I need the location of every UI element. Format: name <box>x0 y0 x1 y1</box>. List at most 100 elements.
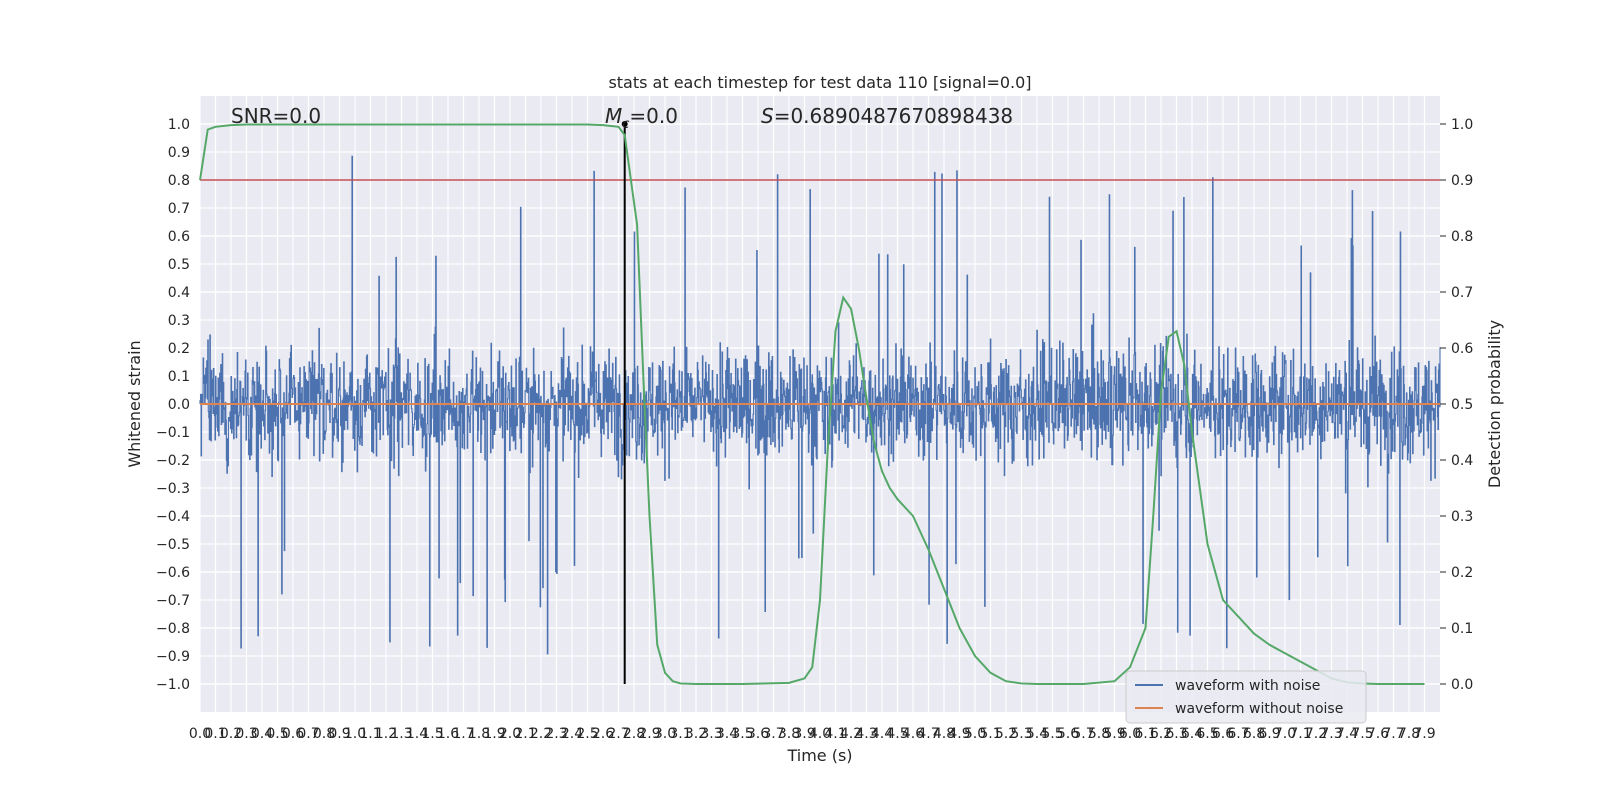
x-tick-label: 7.5 <box>1351 726 1373 742</box>
x-tick-label: 7.4 <box>1336 726 1358 742</box>
x-tick-label: 3.8 <box>778 726 800 742</box>
y-tick-label: −0.5 <box>156 537 190 553</box>
x-tick-label: 6.9 <box>1258 726 1280 742</box>
x-tick-label: 1.9 <box>483 726 505 742</box>
y-tick-label: 0.8 <box>168 173 190 189</box>
x-tick-label: 3.2 <box>685 726 707 742</box>
x-tick-label: 1.4 <box>406 726 428 742</box>
y-tick-label: 0.9 <box>168 145 190 161</box>
x-tick-label: 7.6 <box>1367 726 1389 742</box>
x-tick-label: 2.0 <box>499 726 521 742</box>
y-tick-label: 1.0 <box>168 117 190 133</box>
y-tick-label: −0.8 <box>156 621 190 637</box>
x-tick-label: 7.9 <box>1413 726 1435 742</box>
y-tick-label: 0.1 <box>168 369 190 385</box>
x-tick-label: 1.5 <box>421 726 443 742</box>
y-right-tick-label: 0.3 <box>1451 509 1473 525</box>
y-tick-labels: 1.0 0.9 0.8 0.7 0.6 0.5 0.4 0.3 0.2 0.1 0.0 −0.1 −0.… <box>156 117 190 693</box>
chart-title: stats at each timestep for test data 110… <box>608 73 1031 92</box>
x-tick-label: 0.2 <box>220 726 242 742</box>
x-tick-label: 4.4 <box>871 726 893 742</box>
x-tick-label: 0.7 <box>297 726 319 742</box>
x-tick-label: 6.7 <box>1227 726 1249 742</box>
x-tick-label: 6.2 <box>1150 726 1172 742</box>
x-tick-label: 1.7 <box>452 726 474 742</box>
marker-dot <box>621 121 628 127</box>
x-tick-label: 2.8 <box>623 726 645 742</box>
x-tick-label: 0.3 <box>235 726 257 742</box>
y-tick-label: −0.9 <box>156 649 190 665</box>
x-tick-label: 5.3 <box>1010 726 1032 742</box>
x-tick-label: 3.4 <box>716 726 738 742</box>
x-tick-label: 1.6 <box>437 726 459 742</box>
y-tick-label: 0.5 <box>168 257 190 273</box>
y-tick-label: −1.0 <box>156 677 190 693</box>
y-tick-label: −0.4 <box>156 509 190 525</box>
y-right-tick-label: 0.8 <box>1451 229 1473 245</box>
x-tick-label: 6.4 <box>1181 726 1203 742</box>
x-tick-label: 3.1 <box>669 726 691 742</box>
x-tick-label: 4.8 <box>933 726 955 742</box>
x-tick-label: 5.7 <box>1072 726 1094 742</box>
x-tick-label: 0.6 <box>282 726 304 742</box>
y-right-tick-label: 0.9 <box>1451 173 1473 189</box>
y-right-tick-label: 0.1 <box>1451 621 1473 637</box>
x-tick-label: 5.6 <box>1057 726 1079 742</box>
x-tick-label: 2.9 <box>638 726 660 742</box>
x-tick-label: 6.6 <box>1212 726 1234 742</box>
x-tick-label: 7.1 <box>1289 726 1311 742</box>
snr-annotation: SNR=0.0 <box>231 104 321 128</box>
x-tick-label: 6.0 <box>1119 726 1141 742</box>
x-tick-labels: 0.00.10.20.30.40.50.60.70.80.91.01.11.21… <box>189 726 1436 742</box>
x-tick-label: 1.8 <box>468 726 490 742</box>
x-tick-label: 5.1 <box>979 726 1001 742</box>
x-tick-label: 3.9 <box>793 726 815 742</box>
legend-box <box>1125 670 1367 724</box>
x-tick-label: 5.4 <box>1026 726 1048 742</box>
x-tick-label: 1.2 <box>375 726 397 742</box>
detection-probability-series <box>199 123 1425 685</box>
y-tick-label: −0.2 <box>156 453 190 469</box>
y-axis-label: Whitened strain <box>125 340 144 467</box>
waveform-with-noise-series <box>199 155 1441 655</box>
x-tick-label: 1.0 <box>344 726 366 742</box>
legend: waveform with noise waveform without noi… <box>1125 670 1367 724</box>
x-tick-label: 5.5 <box>1041 726 1063 742</box>
x-tick-label: 4.0 <box>809 726 831 742</box>
x-tick-label: 7.0 <box>1274 726 1296 742</box>
y-tick-label: 0.2 <box>168 341 190 357</box>
x-tick-label: 0.4 <box>251 726 273 742</box>
x-tick-label: 6.5 <box>1196 726 1218 742</box>
x-tick-label: 7.7 <box>1382 726 1404 742</box>
y-tick-label: −0.3 <box>156 481 190 497</box>
y-right-tick-label: 0.5 <box>1451 397 1473 413</box>
x-tick-label: 1.1 <box>359 726 381 742</box>
x-tick-label: 0.9 <box>328 726 350 742</box>
y-tick-label: 0.6 <box>168 229 190 245</box>
y-right-tick-label: 1.0 <box>1451 117 1473 133</box>
y-tick-label: 0.3 <box>168 313 190 329</box>
x-tick-label: 2.3 <box>545 726 567 742</box>
x-tick-label: 5.9 <box>1103 726 1125 742</box>
x-tick-label: 0.0 <box>189 726 211 742</box>
legend-label-noise: waveform with noise <box>1175 678 1320 694</box>
y-tick-label: −0.7 <box>156 593 190 609</box>
x-tick-label: 0.1 <box>204 726 226 742</box>
noise-waveform-path <box>199 155 1441 655</box>
y-right-tick-label: 0.6 <box>1451 341 1473 357</box>
x-tick-label: 4.7 <box>917 726 939 742</box>
x-tick-label: 1.3 <box>390 726 412 742</box>
x-tick-label: 2.7 <box>607 726 629 742</box>
x-tick-label: 0.8 <box>313 726 335 742</box>
x-tick-label: 7.3 <box>1320 726 1342 742</box>
x-tick-label: 2.2 <box>530 726 552 742</box>
x-tick-label: 5.8 <box>1088 726 1110 742</box>
y-right-tick-label: 0.0 <box>1451 677 1473 693</box>
y-tick-label: 0.0 <box>168 397 190 413</box>
x-tick-label: 3.6 <box>747 726 769 742</box>
x-tick-label: 2.1 <box>514 726 536 742</box>
x-tick-label: 4.2 <box>840 726 862 742</box>
x-tick-label: 6.8 <box>1243 726 1265 742</box>
x-tick-label: 5.0 <box>964 726 986 742</box>
